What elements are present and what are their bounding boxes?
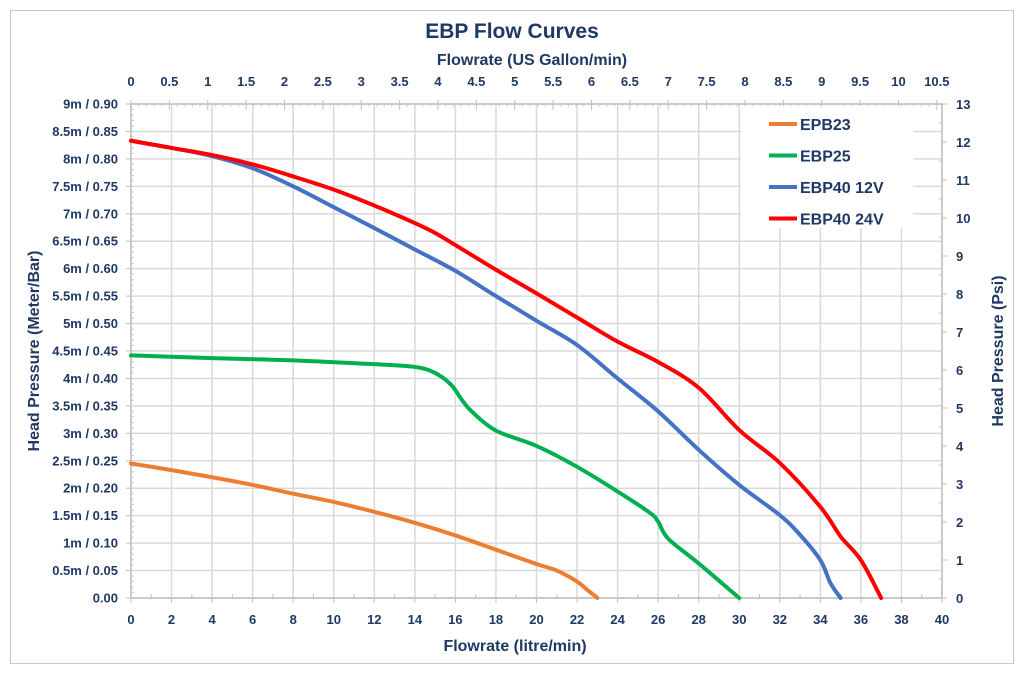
x-tick-label: 38	[894, 612, 908, 627]
y-tick-label: 7.5m / 0.75	[52, 179, 118, 194]
x2-tick-label: 7	[665, 74, 672, 89]
x-tick-label: 20	[529, 612, 543, 627]
x2-tick-label: 10	[891, 74, 905, 89]
legend-label: EPB23	[800, 117, 851, 134]
top-axis-title: Flowrate (US Gallon/min)	[437, 52, 627, 69]
x-tick-label: 40	[935, 612, 949, 627]
y-tick-label: 7m / 0.70	[63, 206, 118, 221]
y-tick-label: 6.5m / 0.65	[52, 234, 118, 249]
y-tick-label: 0.5m / 0.05	[52, 563, 118, 578]
legend-label: EBP40 24V	[800, 212, 884, 229]
x2-tick-label: 6.5	[621, 74, 639, 89]
y2-tick-label: 11	[956, 173, 970, 188]
x-tick-label: 18	[489, 612, 503, 627]
x2-tick-label: 0	[127, 74, 134, 89]
y-tick-label: 8m / 0.80	[63, 151, 118, 166]
legend-label: EBP40 12V	[800, 180, 884, 197]
x2-tick-label: 8.5	[774, 74, 792, 89]
y2-tick-label: 9	[956, 249, 963, 264]
series-lines	[129, 138, 884, 600]
x2-tick-label: 8	[741, 74, 748, 89]
y-tick-label: 3.5m / 0.35	[52, 398, 118, 413]
y2-tick-label: 10	[956, 211, 970, 226]
x-tick-label: 22	[570, 612, 584, 627]
x-tick-label: 2	[168, 612, 175, 627]
y-tick-label: 2.5m / 0.25	[52, 453, 118, 468]
x2-tick-label: 0.5	[160, 74, 178, 89]
y2-tick-label: 0	[956, 591, 963, 606]
series-line-ebp25	[129, 353, 742, 600]
x-tick-label: 8	[290, 612, 297, 627]
x-tick-label: 0	[127, 612, 134, 627]
bottom-axis-title: Flowrate (litre/min)	[443, 638, 586, 655]
x-tick-label: 16	[448, 612, 462, 627]
series-line-ebp40-24v	[129, 138, 884, 600]
y2-tick-label: 6	[956, 363, 963, 378]
y2-tick-label: 8	[956, 287, 963, 302]
y-tick-label: 1.5m / 0.15	[52, 508, 118, 523]
x-tick-label: 34	[813, 612, 828, 627]
x-tick-label: 24	[610, 612, 625, 627]
x-tick-label: 10	[327, 612, 341, 627]
x2-tick-label: 4	[434, 74, 442, 89]
x-tick-label: 6	[249, 612, 256, 627]
legend-label: EBP25	[800, 149, 851, 166]
x2-tick-label: 1.5	[237, 74, 255, 89]
legend-background	[741, 106, 913, 228]
y2-tick-label: 12	[956, 135, 970, 150]
y-tick-label: 3m / 0.30	[63, 426, 118, 441]
x2-tick-label: 6	[588, 74, 595, 89]
y-tick-label: 2m / 0.20	[63, 481, 118, 496]
series-line-ebp40-12v	[129, 138, 843, 600]
x2-tick-label: 2	[281, 74, 288, 89]
y2-tick-label: 5	[956, 401, 963, 416]
y-tick-label: 5m / 0.50	[63, 316, 118, 331]
x2-tick-label: 9	[818, 74, 825, 89]
x2-tick-label: 3	[358, 74, 365, 89]
y-tick-label: 0.00	[93, 591, 118, 606]
x2-tick-label: 10.5	[924, 74, 949, 89]
y-tick-label: 4m / 0.40	[63, 371, 118, 386]
x2-tick-label: 5	[511, 74, 518, 89]
x-tick-label: 26	[651, 612, 665, 627]
y2-tick-label: 3	[956, 477, 963, 492]
y-tick-label: 1m / 0.10	[63, 536, 118, 551]
x-tick-label: 12	[367, 612, 381, 627]
y2-tick-label: 2	[956, 515, 963, 530]
x2-tick-label: 1	[204, 74, 211, 89]
x2-tick-label: 5.5	[544, 74, 562, 89]
right-axis-title: Head Pressure (Psi)	[990, 275, 1007, 426]
x2-tick-label: 2.5	[314, 74, 332, 89]
legend: EPB23 EBP25 EBP40 12V EBP40 24V	[769, 117, 884, 229]
left-axis-title: Head Pressure (Meter/Bar)	[26, 251, 43, 452]
chart-title: EBP Flow Curves	[425, 20, 599, 43]
y-tick-label: 9m / 0.90	[63, 97, 118, 112]
x-tick-label: 36	[854, 612, 868, 627]
x-tick-label: 4	[208, 612, 216, 627]
y2-tick-label: 7	[956, 325, 963, 340]
y2-tick-label: 1	[956, 553, 963, 568]
y-tick-label: 4.5m / 0.45	[52, 344, 118, 359]
x2-tick-label: 4.5	[467, 74, 485, 89]
y2-tick-label: 4	[956, 439, 964, 454]
x2-tick-label: 9.5	[851, 74, 869, 89]
y-tick-label: 5.5m / 0.55	[52, 289, 118, 304]
x-tick-label: 28	[691, 612, 705, 627]
x-tick-label: 30	[732, 612, 746, 627]
x2-tick-label: 3.5	[391, 74, 409, 89]
y-tick-label: 8.5m / 0.85	[52, 124, 118, 139]
series-line-epb23	[129, 461, 600, 600]
axes: 0 2 4 6 8 10 12 14 16 18 20 22 24 26 28 30 32 34 36 38 400.0…	[52, 74, 970, 627]
x-tick-label: 32	[773, 612, 787, 627]
y2-tick-label: 13	[956, 97, 970, 112]
x-tick-label: 14	[408, 612, 423, 627]
x2-tick-label: 7.5	[698, 74, 716, 89]
y-tick-label: 6m / 0.60	[63, 261, 118, 276]
